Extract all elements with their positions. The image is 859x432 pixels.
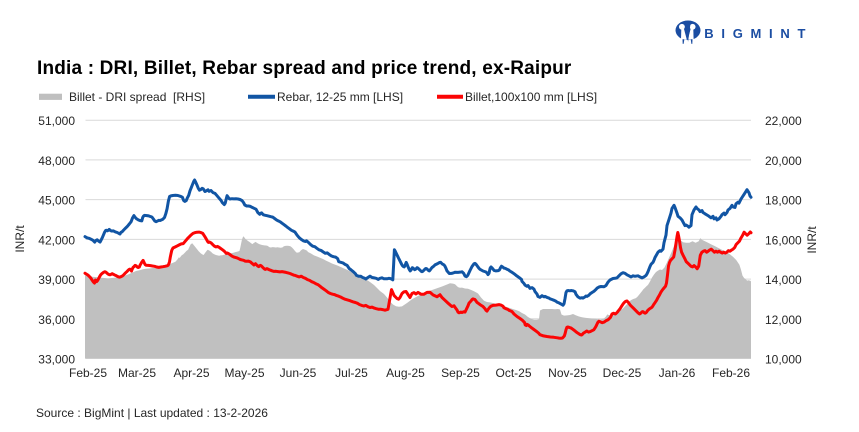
svg-text:16,000: 16,000 (765, 233, 802, 247)
svg-text:INR/t: INR/t (13, 225, 27, 253)
svg-text:Mar-25: Mar-25 (118, 366, 156, 380)
svg-text:India : DRI, Billet, Rebar spr: India : DRI, Billet, Rebar spread and pr… (37, 58, 572, 79)
svg-text:22,000: 22,000 (765, 114, 802, 128)
svg-text:Jun-25: Jun-25 (280, 366, 317, 380)
svg-text:BIGMINT: BIGMINT (704, 26, 813, 41)
svg-text:Apr-25: Apr-25 (173, 366, 209, 380)
svg-text:51,000: 51,000 (38, 114, 75, 128)
svg-text:42,000: 42,000 (38, 233, 75, 247)
svg-text:36,000: 36,000 (38, 313, 75, 327)
svg-text:Feb-26: Feb-26 (712, 366, 750, 380)
svg-text:45,000: 45,000 (38, 194, 75, 208)
svg-text:10,000: 10,000 (765, 353, 802, 367)
svg-text:Sep-25: Sep-25 (441, 366, 480, 380)
svg-text:Jul-25: Jul-25 (335, 366, 368, 380)
svg-text:Dec-25: Dec-25 (603, 366, 642, 380)
svg-text:Oct-25: Oct-25 (495, 366, 531, 380)
svg-text:Billet,100x100 mm [LHS]: Billet,100x100 mm [LHS] (465, 90, 597, 104)
svg-text:Feb-25: Feb-25 (69, 366, 107, 380)
svg-text:INR/t: INR/t (805, 226, 819, 254)
svg-text:12,000: 12,000 (765, 313, 802, 327)
svg-text:33,000: 33,000 (38, 353, 75, 367)
svg-text:Rebar, 12-25 mm [LHS]: Rebar, 12-25 mm [LHS] (277, 90, 403, 104)
svg-text:Aug-25: Aug-25 (386, 366, 425, 380)
svg-text:Source : BigMint | Last update: Source : BigMint | Last updated : 13-2-2… (36, 406, 268, 420)
svg-text:Jan-26: Jan-26 (659, 366, 696, 380)
svg-text:18,000: 18,000 (765, 194, 802, 208)
svg-text:20,000: 20,000 (765, 154, 802, 168)
svg-text:Nov-25: Nov-25 (548, 366, 587, 380)
svg-text:May-25: May-25 (224, 366, 264, 380)
svg-text:48,000: 48,000 (38, 154, 75, 168)
svg-text:39,000: 39,000 (38, 273, 75, 287)
svg-text:14,000: 14,000 (765, 273, 802, 287)
svg-text:Billet - DRI spread [RHS]: Billet - DRI spread [RHS] (69, 90, 205, 104)
